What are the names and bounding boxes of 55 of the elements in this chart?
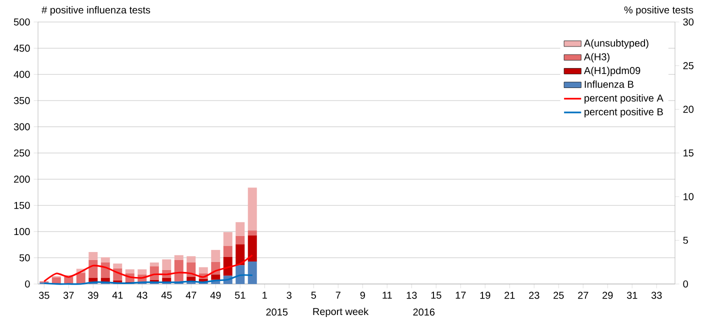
text: 2015	[266, 308, 288, 316]
y2-tick-label: 20	[683, 106, 694, 113]
y-tick-label: 150	[14, 202, 30, 209]
y-tick-label: 400	[14, 70, 30, 78]
y2-tick-label: 15	[684, 150, 694, 156]
y2-tick-label: 25	[683, 62, 694, 70]
y-tick-label: 350	[14, 97, 30, 104]
x-axis-title: Report week	[313, 308, 369, 318]
y-tick-label: 0	[25, 280, 30, 288]
x-tick-label: 9	[360, 292, 365, 299]
y-axis-title: # positive influenza tests	[42, 6, 150, 16]
y2-tick-label: 0	[683, 280, 688, 288]
y2-tick-label: 30	[683, 18, 694, 26]
x-tick-label: 3	[286, 292, 292, 299]
y-tick-label: 300	[14, 123, 30, 130]
x-tick-label: 23	[529, 292, 540, 299]
x-tick-label: 49	[210, 292, 221, 299]
x-tick-label: 35	[38, 292, 50, 299]
x-tick-label: 51	[234, 292, 246, 299]
x-tick-label: 5	[311, 292, 316, 299]
y-tick-label: 500	[14, 18, 30, 26]
legend-label: A(unsubtyped)	[584, 39, 648, 49]
x-tick-label: 7	[336, 292, 340, 299]
x-tick-label: 33	[651, 292, 662, 299]
x-tick-label: 37	[63, 292, 74, 299]
x-tick-label: 1	[262, 292, 267, 299]
y-tick-label: 100	[14, 228, 30, 236]
x-tick-label: 11	[382, 292, 392, 299]
y-tick-label: 250	[14, 149, 30, 157]
legend-label: Influenza B	[584, 80, 634, 88]
x-tick-label: 27	[578, 292, 588, 299]
x-tick-label: 19	[480, 292, 490, 299]
x-tick-label: 47	[186, 292, 196, 299]
x-tick-label: 25	[554, 292, 564, 299]
x-tick-label: 45	[161, 292, 172, 299]
x-tick-label: 15	[431, 292, 442, 299]
legend-label: A(H3)	[584, 53, 610, 62]
y2-axis-title: % positive tests	[624, 6, 694, 16]
x-tick-label: 21	[504, 292, 515, 299]
legend-label: percent positive A	[584, 94, 664, 104]
x-tick-label: 43	[136, 292, 148, 299]
x-tick-label: 31	[626, 292, 638, 299]
legend-label: percent positive B	[584, 108, 663, 118]
y2-tick-label: 5	[683, 236, 688, 244]
text: 2016	[413, 308, 435, 316]
x-tick-label: 17	[456, 292, 466, 299]
y-tick-label: 50	[19, 254, 30, 262]
x-tick-label: 29	[602, 292, 613, 299]
x-tick-label: 39	[88, 292, 98, 299]
y-tick-label: 450	[14, 44, 30, 52]
y2-tick-label: 10	[684, 193, 694, 200]
x-tick-label: 41	[112, 292, 123, 299]
legend-label: A(H1)pdm09	[584, 66, 640, 76]
y-tick-label: 200	[14, 176, 30, 183]
x-tick-label: 13	[406, 292, 417, 299]
